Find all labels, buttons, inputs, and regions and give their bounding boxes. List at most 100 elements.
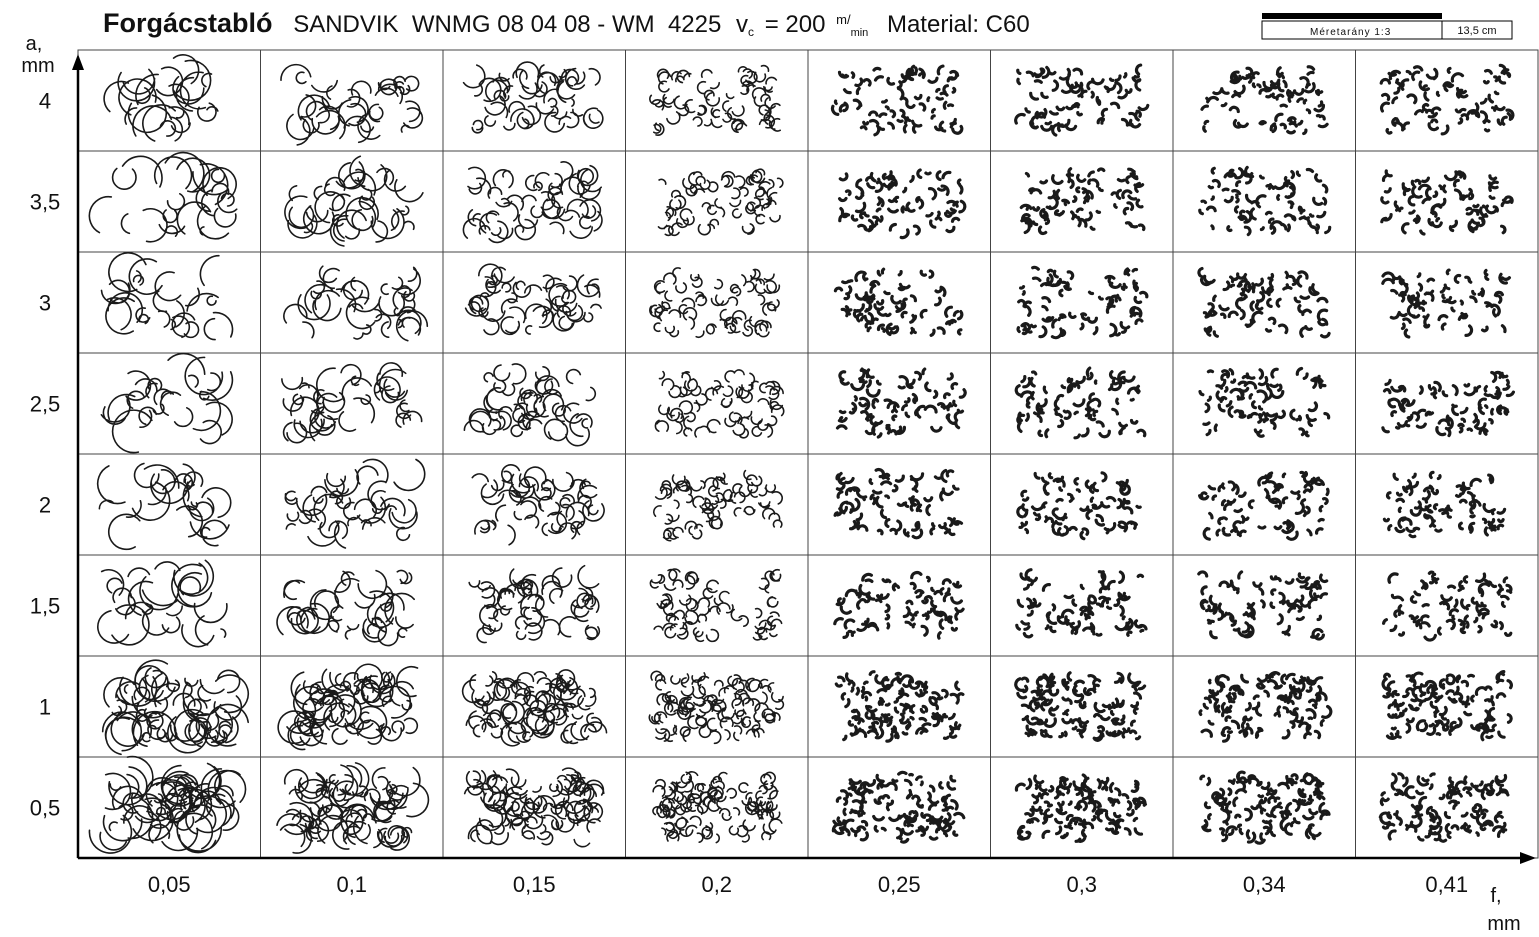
chip-photo — [838, 168, 967, 240]
chip-photo — [654, 369, 785, 439]
row-label: 0,5 — [30, 796, 61, 821]
speed-value: = 200 — [765, 11, 826, 38]
chip-photo — [277, 663, 419, 751]
chip-photo — [649, 64, 781, 137]
chip-photo — [652, 771, 783, 844]
chip-photo — [830, 64, 964, 137]
chip-photo — [1200, 65, 1329, 136]
chip-photo — [281, 362, 423, 444]
chip-photo — [1382, 570, 1513, 642]
row-label: 1 — [39, 695, 51, 720]
chip-photo — [1014, 63, 1150, 137]
column-label: 0,41 — [1425, 872, 1468, 897]
chip-photo — [283, 265, 429, 342]
chip-photo — [284, 458, 426, 549]
chip-photo — [276, 762, 430, 854]
chip-photo — [657, 168, 784, 237]
speed-unit-den: min — [851, 27, 869, 39]
tool-spec: SANDVIK WNMG 08 04 08 - WM 4225 — [293, 11, 721, 38]
chip-photo — [88, 151, 238, 243]
speed-symbol: v — [736, 11, 748, 38]
chip-photo — [96, 462, 232, 551]
chip-photo — [1381, 670, 1513, 742]
chip-photo — [653, 469, 783, 542]
row-label: 4 — [39, 89, 51, 114]
chip-photo — [1378, 772, 1510, 843]
chip-photo — [1198, 165, 1332, 237]
chip-photo — [1014, 366, 1147, 440]
title: Forgácstabló — [103, 8, 273, 38]
row-label: 1,5 — [30, 594, 61, 619]
chip-photo — [1019, 167, 1146, 236]
y-arrow — [72, 54, 84, 70]
column-label: 0,1 — [336, 872, 367, 897]
chip-photo — [97, 559, 228, 648]
chip-photo — [1199, 770, 1331, 845]
column-label: 0,15 — [513, 872, 556, 897]
material: Material: C60 — [887, 11, 1030, 38]
chip-photo — [831, 770, 966, 844]
chip-photo — [461, 669, 608, 747]
x-axis-label: f, — [1490, 885, 1501, 907]
chip-photo — [100, 352, 234, 454]
chip-photo — [280, 63, 424, 146]
chip-photo — [833, 467, 964, 540]
chip-photo — [833, 571, 965, 640]
row-label: 3,5 — [30, 190, 61, 215]
chip-photo — [1380, 169, 1514, 236]
chip-photo — [1379, 63, 1515, 136]
chip-photo — [468, 564, 601, 644]
header-line: Forgácstabló SANDVIK WNMG 08 04 08 - WM … — [103, 8, 1030, 42]
chip-photo — [1198, 671, 1333, 743]
chip-photo — [1381, 370, 1515, 438]
grid — [77, 49, 1539, 859]
chip-photo — [100, 252, 234, 341]
chip-photo — [1016, 471, 1142, 541]
chip-photo — [284, 155, 424, 247]
x-arrow — [1520, 852, 1536, 864]
chip-photo — [834, 670, 965, 743]
speed-unit-num: m — [836, 12, 847, 27]
chip-photo — [835, 367, 967, 439]
chip-photo — [1198, 366, 1331, 438]
row-label: 2 — [39, 493, 51, 518]
chip-photo — [464, 263, 602, 336]
chip-photo — [103, 54, 219, 142]
chip-photo — [1381, 268, 1511, 339]
x-axis-unit: mm — [1487, 913, 1520, 935]
chip-photo — [649, 267, 781, 339]
scale-ratio: Méretarány 1:3 — [1310, 27, 1391, 38]
row-label: 3 — [39, 291, 51, 316]
scale-bar — [1262, 13, 1442, 19]
chip-photo — [1198, 470, 1330, 541]
chip-photo — [88, 755, 247, 854]
column-label: 0,2 — [701, 872, 732, 897]
column-label: 0,3 — [1066, 872, 1097, 897]
chip-photo — [463, 767, 605, 848]
scale-length: 13,5 cm — [1457, 25, 1496, 37]
column-label: 0,25 — [878, 872, 921, 897]
chip-photo — [648, 670, 785, 745]
chip-photo — [1197, 570, 1329, 641]
column-label: 0,05 — [148, 872, 191, 897]
chip-photo — [1016, 265, 1149, 340]
speed-subscript: c — [748, 25, 754, 39]
chip-photo — [1015, 568, 1148, 639]
y-axis-label: a, — [26, 33, 43, 55]
chip-photo — [1197, 266, 1331, 339]
chip-photo — [462, 61, 604, 134]
chip-photo — [101, 659, 249, 756]
chip-photo — [1382, 470, 1507, 539]
chip-photo — [463, 363, 597, 447]
chip-photo — [462, 161, 603, 244]
chip-photo — [276, 569, 415, 647]
chip-photo — [833, 267, 964, 337]
column-label: 0,34 — [1243, 872, 1286, 897]
chip-photo — [649, 568, 783, 643]
y-axis-unit: mm — [21, 55, 54, 77]
chip-photo — [471, 464, 605, 546]
chip-photo — [1014, 671, 1147, 742]
row-label: 2,5 — [30, 392, 61, 417]
scale-box — [1441, 20, 1513, 40]
